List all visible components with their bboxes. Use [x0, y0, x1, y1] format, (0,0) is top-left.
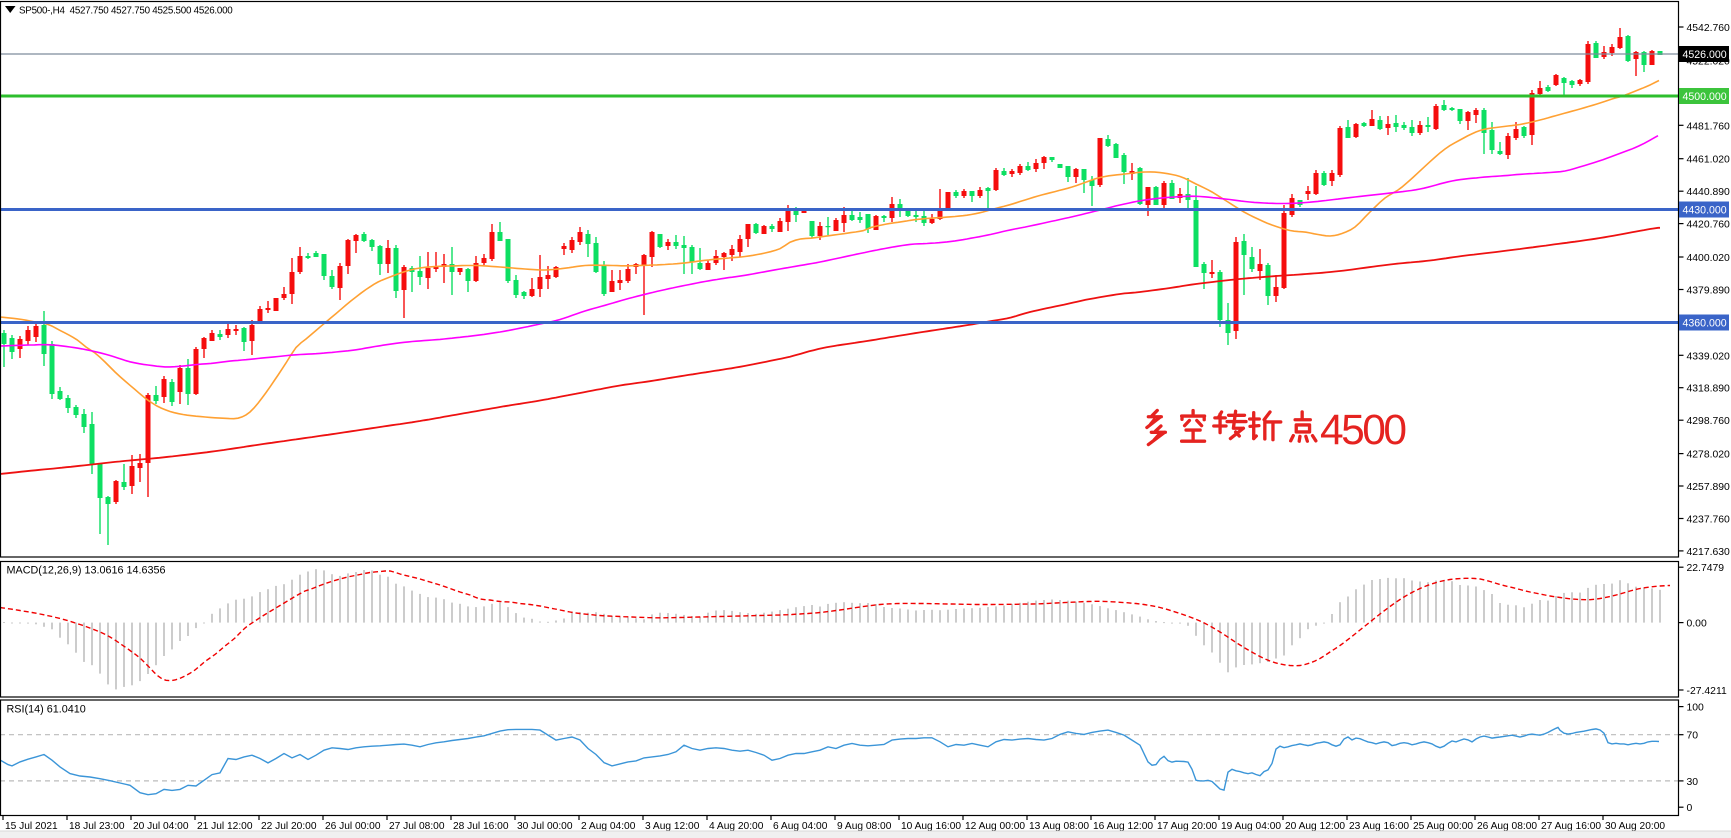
svg-text:0: 0: [1687, 803, 1693, 814]
svg-text:4 Aug 20:00: 4 Aug 20:00: [709, 821, 764, 832]
svg-text:6 Aug 04:00: 6 Aug 04:00: [773, 821, 828, 832]
svg-text:4500.000: 4500.000: [1683, 91, 1727, 103]
svg-text:4526.000: 4526.000: [1683, 49, 1727, 61]
svg-text:4217.630: 4217.630: [1687, 547, 1731, 558]
svg-text:RSI(14) 61.0410: RSI(14) 61.0410: [7, 704, 86, 716]
svg-text:15 Jul 2021: 15 Jul 2021: [5, 821, 58, 832]
svg-text:4257.890: 4257.890: [1687, 482, 1731, 493]
svg-text:4461.020: 4461.020: [1687, 155, 1731, 166]
svg-text:0.00: 0.00: [1687, 619, 1707, 630]
svg-text:4360.000: 4360.000: [1683, 318, 1727, 330]
svg-text:26 Jul 00:00: 26 Jul 00:00: [325, 821, 381, 832]
svg-text:27 Aug 16:00: 27 Aug 16:00: [1541, 821, 1601, 832]
svg-text:4278.020: 4278.020: [1687, 450, 1731, 461]
svg-text:21 Jul 12:00: 21 Jul 12:00: [197, 821, 253, 832]
svg-text:9 Aug 08:00: 9 Aug 08:00: [837, 821, 892, 832]
svg-text:3 Aug 12:00: 3 Aug 12:00: [645, 821, 700, 832]
svg-text:4542.760: 4542.760: [1687, 23, 1731, 34]
svg-text:28 Jul 16:00: 28 Jul 16:00: [453, 821, 509, 832]
svg-text:MACD(12,26,9) 13.0616 14.6356: MACD(12,26,9) 13.0616 14.6356: [7, 565, 166, 577]
svg-text:4339.020: 4339.020: [1687, 351, 1731, 362]
svg-text:4420.760: 4420.760: [1687, 220, 1731, 231]
svg-text:4430.000: 4430.000: [1683, 205, 1727, 217]
svg-text:30 Aug 20:00: 30 Aug 20:00: [1605, 821, 1665, 832]
svg-text:10 Aug 16:00: 10 Aug 16:00: [901, 821, 961, 832]
svg-text:4298.760: 4298.760: [1687, 416, 1731, 427]
svg-text:12 Aug 00:00: 12 Aug 00:00: [965, 821, 1025, 832]
svg-text:100: 100: [1687, 703, 1705, 714]
svg-text:70: 70: [1687, 731, 1699, 742]
svg-text:4400.020: 4400.020: [1687, 253, 1731, 264]
svg-text:22.7479: 22.7479: [1687, 563, 1725, 574]
svg-text:4500: 4500: [1320, 407, 1405, 454]
svg-text:25 Aug 00:00: 25 Aug 00:00: [1413, 821, 1473, 832]
svg-text:16 Aug 12:00: 16 Aug 12:00: [1093, 821, 1153, 832]
svg-text:17 Aug 20:00: 17 Aug 20:00: [1157, 821, 1217, 832]
svg-text:13 Aug 08:00: 13 Aug 08:00: [1029, 821, 1089, 832]
svg-text:30: 30: [1687, 777, 1699, 788]
svg-text:23 Aug 16:00: 23 Aug 16:00: [1349, 821, 1409, 832]
svg-text:30 Jul 00:00: 30 Jul 00:00: [517, 821, 573, 832]
svg-text:20 Jul 04:00: 20 Jul 04:00: [133, 821, 189, 832]
svg-text:-27.4211: -27.4211: [1687, 686, 1727, 697]
svg-text:4318.890: 4318.890: [1687, 384, 1731, 395]
svg-text:27 Jul 08:00: 27 Jul 08:00: [389, 821, 445, 832]
svg-text:19 Aug 04:00: 19 Aug 04:00: [1221, 821, 1281, 832]
svg-text:SP500-,H4 4527.750 4527.750 4: SP500-,H4 4527.750 4527.750 4525.500 452…: [19, 6, 233, 17]
svg-text:4440.890: 4440.890: [1687, 187, 1731, 198]
svg-text:4379.890: 4379.890: [1687, 286, 1731, 297]
svg-text:20 Aug 12:00: 20 Aug 12:00: [1285, 821, 1345, 832]
svg-text:4481.760: 4481.760: [1687, 121, 1731, 132]
svg-text:22 Jul 20:00: 22 Jul 20:00: [261, 821, 317, 832]
svg-text:4237.760: 4237.760: [1687, 515, 1731, 526]
svg-text:26 Aug 08:00: 26 Aug 08:00: [1477, 821, 1537, 832]
svg-text:18 Jul 23:00: 18 Jul 23:00: [69, 821, 125, 832]
svg-text:2 Aug 04:00: 2 Aug 04:00: [581, 821, 636, 832]
